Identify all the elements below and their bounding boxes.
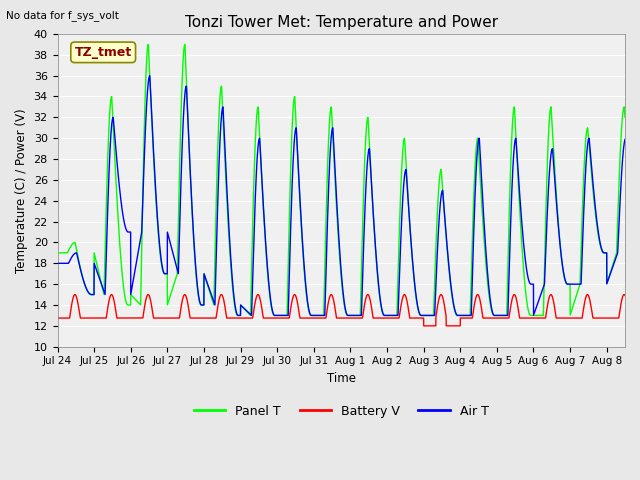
Title: Tonzi Tower Met: Temperature and Power: Tonzi Tower Met: Temperature and Power xyxy=(185,15,498,30)
Legend: Panel T, Battery V, Air T: Panel T, Battery V, Air T xyxy=(189,400,493,423)
Text: TZ_tmet: TZ_tmet xyxy=(74,46,132,59)
Y-axis label: Temperature (C) / Power (V): Temperature (C) / Power (V) xyxy=(15,108,28,273)
X-axis label: Time: Time xyxy=(327,372,356,385)
Text: No data for f_sys_volt: No data for f_sys_volt xyxy=(6,10,119,21)
